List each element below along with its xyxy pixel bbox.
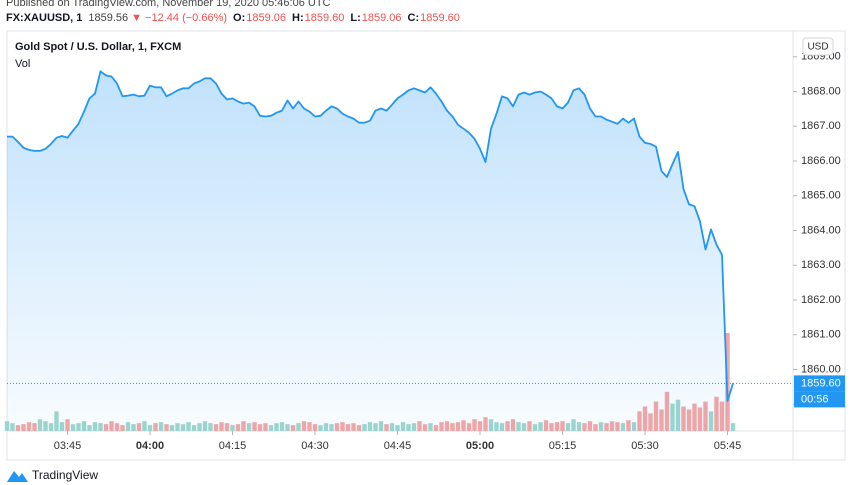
ohlc-value: 1859.60 [420,12,460,24]
y-tick-label: 1868.00 [801,85,841,97]
last-price-label: 1859.60 [801,377,841,389]
ohlc-value: 1859.06 [362,12,402,24]
currency-label[interactable]: USD [807,42,828,53]
y-tick-label: 1862.00 [801,294,841,306]
x-tick-label: 05:30 [631,440,659,452]
header-line: FX:XAUUSD, 1 1859.56 ▼ −12.44 (−0.66%) O: 185… [6,12,460,24]
price-area [7,71,733,432]
countdown-label: 00:56 [801,393,829,405]
brand-logo [7,471,28,482]
countdown-box [794,391,845,408]
ohlc-key: H: [292,12,304,24]
symbol: FX:XAUUSD, 1 [6,12,82,24]
ohlc-value: 1859.06 [246,12,286,24]
x-tick-label: 04:45 [384,440,412,452]
chart-title: Gold Spot / U.S. Dollar, 1, FXCM [15,41,181,53]
last-price: 1859.56 [88,12,128,24]
brand-name: TradingView [32,468,98,482]
y-tick-label: 1863.00 [801,259,841,271]
price-line [7,70,734,402]
last-price-box [794,375,845,392]
volume-label: Vol [15,58,30,70]
x-tick-label: 05:15 [549,440,577,452]
ohlc-key: C: [408,12,420,24]
change-arrow: ▼ [131,12,142,24]
published-note: Published on TradingView.com, November 1… [6,0,331,9]
x-tick-label: 05:00 [466,440,494,452]
x-tick-label: 04:00 [136,440,164,452]
y-tick-label: 1866.00 [801,155,841,167]
y-tick-label: 1861.00 [801,329,841,341]
y-tick-label: 1860.00 [801,363,841,375]
ohlc-key: O: [233,12,245,24]
x-tick-label: 03:45 [54,440,82,452]
ohlc-key: L: [350,12,360,24]
y-tick-label: 1867.00 [801,120,841,132]
change: −12.44 (−0.66%) [145,12,227,24]
y-tick-label: 1864.00 [801,224,841,236]
ohlc-value: 1859.60 [305,12,345,24]
x-tick-label: 04:15 [219,440,247,452]
x-tick-label: 05:45 [714,440,742,452]
currency-button[interactable] [802,37,834,56]
x-tick-label: 04:30 [301,440,329,452]
y-tick-label: 1865.00 [801,190,841,202]
